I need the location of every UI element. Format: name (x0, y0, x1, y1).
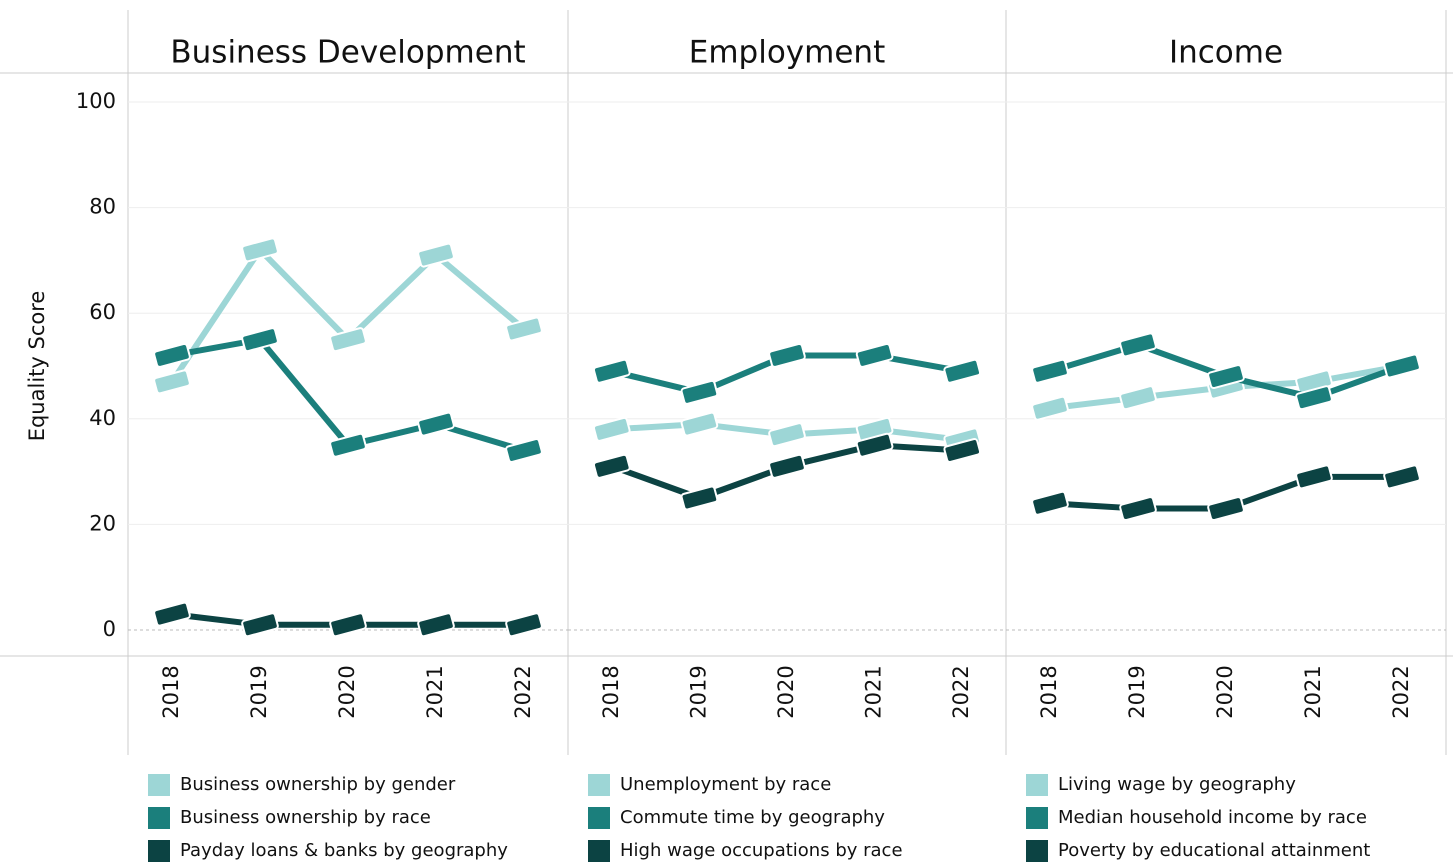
point-marker (417, 242, 455, 268)
point-marker (329, 432, 367, 458)
legend-swatch (1026, 774, 1048, 796)
point-marker (1119, 332, 1157, 358)
point-marker (680, 379, 719, 405)
point-marker (153, 601, 191, 627)
point-marker (329, 327, 367, 353)
point-marker (1295, 464, 1333, 490)
x-tick-label: 2019 (1125, 665, 1149, 718)
x-tick-label: 2020 (774, 665, 798, 718)
legend-label: Business ownership by race (180, 807, 431, 828)
point-marker (153, 342, 191, 368)
point-marker (329, 612, 367, 638)
legend-label: Payday loans & banks by geography (180, 840, 508, 861)
point-marker (1383, 353, 1421, 379)
y-axis-label: Equality Score (25, 291, 49, 442)
point-marker (1031, 395, 1069, 421)
panel-title: Employment (689, 35, 885, 71)
panel-title: Business Development (170, 35, 525, 71)
series-line (169, 246, 526, 384)
point-marker (680, 485, 719, 511)
y-tick-label: 100 (76, 89, 116, 113)
point-marker (1295, 385, 1333, 411)
x-tick-label: 2019 (686, 665, 710, 718)
point-marker (943, 438, 982, 463)
x-tick-label: 2022 (949, 665, 973, 718)
legend-swatch (588, 840, 610, 862)
legend-swatch (588, 774, 610, 796)
y-tick-label: 40 (89, 406, 116, 430)
x-tick-label: 2018 (159, 665, 183, 718)
legend-swatch (148, 807, 170, 829)
point-marker (153, 369, 191, 395)
point-marker (1119, 496, 1157, 522)
legend-swatch (148, 774, 170, 796)
point-marker (1119, 385, 1157, 411)
point-marker (768, 422, 806, 448)
x-tick-label: 2021 (862, 665, 886, 718)
point-marker (855, 342, 894, 368)
x-tick-label: 2018 (599, 665, 623, 718)
x-tick-label: 2021 (1301, 665, 1325, 718)
point-marker (1383, 464, 1421, 490)
point-marker (505, 316, 543, 342)
point-marker (592, 453, 631, 479)
legend-label: Commute time by geography (620, 807, 885, 828)
y-tick-label: 0 (103, 617, 116, 641)
point-marker (1207, 496, 1245, 522)
y-tick-label: 60 (89, 300, 116, 324)
x-tick-label: 2018 (1037, 665, 1061, 718)
point-marker (768, 453, 806, 479)
x-tick-label: 2020 (1213, 665, 1237, 718)
x-tick-label: 2020 (335, 665, 359, 718)
point-marker (1031, 358, 1069, 384)
point-marker (241, 327, 279, 353)
point-marker (855, 432, 894, 458)
series-line (171, 336, 525, 454)
legend-swatch (148, 840, 170, 862)
x-tick-label: 2019 (247, 665, 271, 718)
point-marker (592, 358, 631, 384)
y-tick-label: 20 (89, 511, 116, 535)
legend-label: Median household income by race (1058, 807, 1367, 828)
panel-title: Income (1169, 35, 1283, 71)
point-marker (768, 342, 806, 368)
point-marker (241, 237, 279, 263)
legend-swatch (1026, 840, 1048, 862)
x-tick-label: 2021 (423, 665, 447, 718)
point-marker (241, 612, 279, 638)
x-tick-label: 2022 (511, 665, 535, 718)
legend-label: Unemployment by race (620, 774, 831, 795)
y-tick-label: 80 (89, 195, 116, 219)
point-marker (1031, 490, 1069, 516)
point-marker (417, 411, 455, 437)
legend-label: Business ownership by gender (180, 774, 456, 795)
legend-label: Poverty by educational attainment (1058, 840, 1370, 861)
x-tick-label: 2022 (1389, 665, 1413, 718)
point-marker (505, 612, 543, 638)
legend-swatch (1026, 807, 1048, 829)
point-marker (943, 358, 982, 384)
point-marker (505, 438, 543, 463)
point-marker (417, 612, 455, 638)
legend-label: High wage occupations by race (620, 840, 903, 861)
point-marker (680, 411, 719, 437)
point-marker (592, 416, 631, 442)
point-marker (1207, 364, 1245, 390)
legend-label: Living wage by geography (1058, 774, 1296, 795)
legend-swatch (588, 807, 610, 829)
